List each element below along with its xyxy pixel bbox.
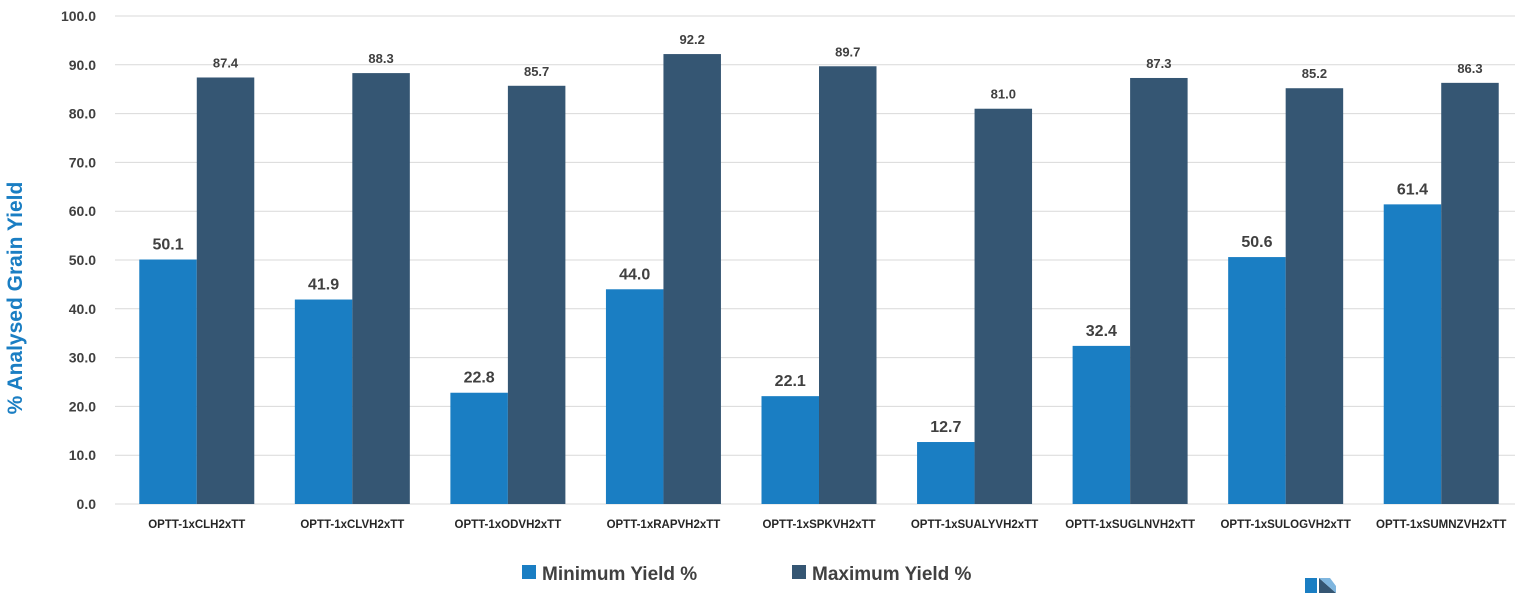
y-tick-label: 40.0 bbox=[69, 301, 96, 317]
bar-minimum-yield bbox=[761, 396, 819, 504]
data-label-minimum: 44.0 bbox=[619, 266, 650, 283]
bar-minimum-yield bbox=[139, 259, 197, 504]
y-tick-label: 90.0 bbox=[69, 57, 96, 73]
y-tick-label: 100.0 bbox=[61, 8, 96, 24]
bar-maximum-yield bbox=[507, 85, 566, 504]
legend-swatch bbox=[522, 565, 536, 579]
bar-maximum-yield bbox=[1285, 88, 1344, 504]
y-axis-ticks: 0.0 10.0 20.0 30.0 40.0 50.0 60.0 70.0 80.0 90.0 1… bbox=[61, 8, 96, 512]
y-tick-label: 70.0 bbox=[69, 154, 96, 170]
data-label-maximum: 85.7 bbox=[524, 64, 549, 79]
bar-maximum-yield bbox=[819, 66, 877, 504]
bar-maximum-yield bbox=[196, 77, 255, 504]
data-label-minimum: 50.1 bbox=[152, 237, 183, 254]
data-label-maximum: 88.3 bbox=[368, 51, 393, 66]
data-labels: 50.1 87.4 41.9 88.3 22.8 85.7 44.0 92.2 22.1 89.7… bbox=[152, 32, 1482, 436]
data-label-maximum: 89.7 bbox=[835, 44, 860, 59]
data-label-minimum: 12.7 bbox=[930, 419, 961, 436]
x-tick-label: OPTT-1xSUMNZVH2xTT bbox=[1376, 519, 1506, 531]
bar-maximum-yield bbox=[352, 73, 410, 504]
data-label-maximum: 81.0 bbox=[991, 87, 1016, 102]
bar-minimum-yield bbox=[1383, 204, 1442, 505]
y-tick-label: 10.0 bbox=[69, 447, 96, 463]
y-tick-label: 20.0 bbox=[69, 398, 96, 414]
y-axis-title: % Analysed Grain Yield bbox=[4, 182, 27, 415]
data-label-maximum: 85.2 bbox=[1302, 66, 1327, 81]
legend-swatch bbox=[792, 565, 806, 579]
y-tick-label: 60.0 bbox=[69, 203, 96, 219]
x-tick-label: OPTT-1xSPKVH2xTT bbox=[762, 519, 875, 531]
company-logo-icon bbox=[1305, 578, 1336, 593]
x-tick-label: OPTT-1xSULOGVH2xTT bbox=[1220, 519, 1350, 531]
bar-minimum-yield bbox=[605, 289, 664, 504]
data-label-maximum: 87.3 bbox=[1146, 56, 1171, 71]
bar-minimum-yield bbox=[917, 442, 975, 504]
x-tick-label: OPTT-1xCLVH2xTT bbox=[300, 519, 404, 531]
data-label-minimum: 41.9 bbox=[308, 277, 339, 294]
data-label-maximum: 86.3 bbox=[1457, 61, 1482, 76]
y-tick-label: 50.0 bbox=[69, 252, 96, 268]
data-label-maximum: 87.4 bbox=[213, 55, 239, 70]
x-tick-label: OPTT-1xODVH2xTT bbox=[455, 519, 562, 531]
x-tick-label: OPTT-1xCLH2xTT bbox=[148, 519, 245, 531]
bar-minimum-yield bbox=[1072, 345, 1131, 504]
data-label-minimum: 22.1 bbox=[775, 373, 806, 390]
bar-minimum-yield bbox=[294, 299, 353, 504]
bar-maximum-yield bbox=[974, 108, 1033, 504]
bar-minimum-yield bbox=[450, 392, 508, 504]
data-label-minimum: 61.4 bbox=[1397, 181, 1428, 198]
x-tick-label: OPTT-1xRAPVH2xTT bbox=[607, 519, 721, 531]
data-label-minimum: 32.4 bbox=[1086, 323, 1117, 340]
x-axis-categories: OPTT-1xCLH2xTT OPTT-1xCLVH2xTT OPTT-1xODVH… bbox=[148, 519, 1506, 531]
bar-maximum-yield bbox=[1441, 82, 1499, 504]
y-tick-label: 80.0 bbox=[69, 106, 96, 122]
bar-maximum-yield bbox=[663, 54, 721, 505]
x-tick-label: OPTT-1xSUALYVH2xTT bbox=[911, 519, 1038, 531]
x-tick-label: OPTT-1xSUGLNVH2xTT bbox=[1065, 519, 1195, 531]
legend-label: Maximum Yield % bbox=[812, 564, 972, 585]
legend: Minimum Yield % Maximum Yield % bbox=[522, 564, 972, 585]
data-label-minimum: 50.6 bbox=[1241, 234, 1272, 251]
bars bbox=[139, 54, 1499, 505]
data-label-maximum: 92.2 bbox=[680, 32, 705, 47]
bar-minimum-yield bbox=[1228, 257, 1286, 504]
data-label-minimum: 22.8 bbox=[464, 370, 495, 387]
legend-label: Minimum Yield % bbox=[542, 564, 697, 585]
y-tick-label: 30.0 bbox=[69, 350, 96, 366]
bar-maximum-yield bbox=[1130, 77, 1188, 504]
y-tick-label: 0.0 bbox=[77, 496, 97, 512]
